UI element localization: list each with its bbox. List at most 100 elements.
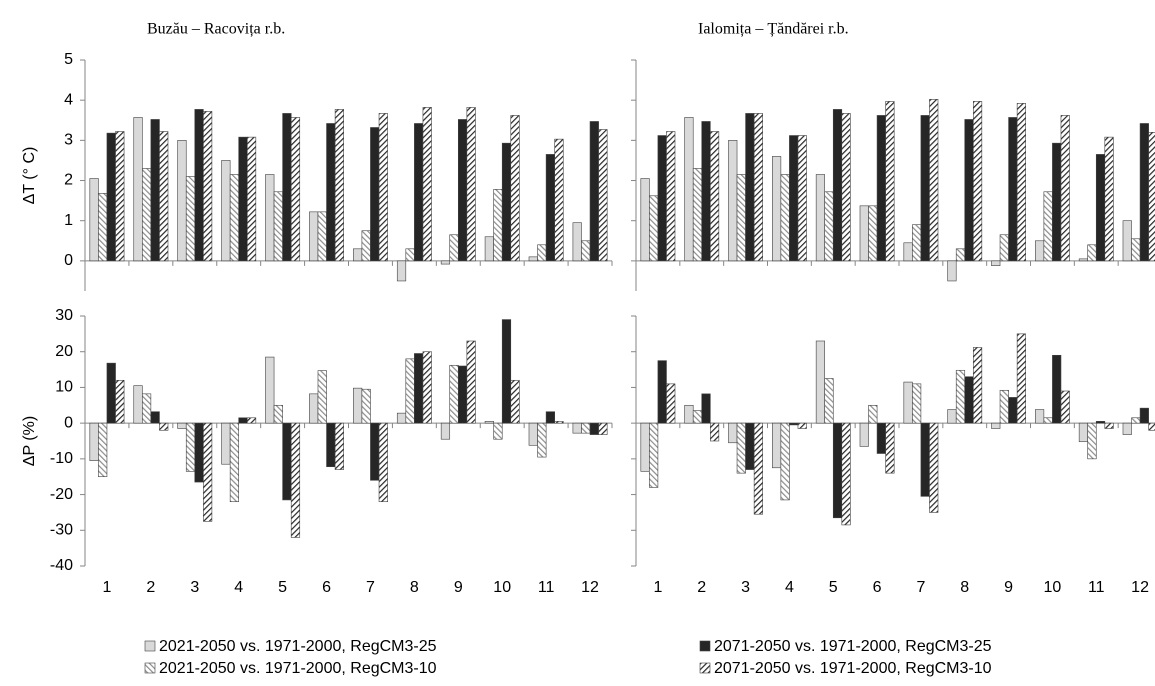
bar — [1052, 142, 1062, 262]
bar — [991, 422, 1001, 429]
bar — [1139, 123, 1149, 262]
y-tick-label: -20 — [50, 486, 73, 503]
x-tick-label: 9 — [1004, 579, 1013, 596]
bar — [1131, 238, 1141, 262]
bar — [753, 422, 763, 515]
bar — [510, 115, 520, 262]
bar — [1008, 397, 1018, 424]
bar — [282, 422, 292, 501]
bar — [1087, 244, 1097, 262]
bar — [1095, 421, 1106, 424]
bar — [133, 385, 143, 424]
bar — [106, 362, 116, 424]
bar — [282, 113, 292, 262]
bar — [545, 154, 555, 262]
x-tick-label: 4 — [234, 579, 243, 596]
bar — [1035, 240, 1045, 262]
bar — [728, 140, 738, 262]
bar — [290, 422, 301, 538]
y-tick-label: 5 — [64, 51, 73, 68]
bar — [692, 410, 703, 424]
bar — [326, 422, 336, 468]
x-tick-label: 2 — [146, 579, 155, 596]
bar — [554, 421, 564, 424]
bar — [317, 211, 327, 262]
bar — [1016, 103, 1026, 262]
bar — [1095, 154, 1106, 262]
bar — [1078, 422, 1089, 443]
bar — [440, 260, 451, 265]
bar — [824, 191, 834, 262]
bar — [903, 242, 913, 262]
bar — [326, 123, 336, 262]
bar — [106, 132, 116, 262]
bar — [991, 260, 1001, 266]
bar — [98, 422, 108, 478]
x-tick-label: 1 — [103, 579, 112, 596]
bar — [581, 240, 591, 262]
bar — [824, 378, 834, 424]
bar — [868, 205, 878, 262]
bar — [572, 222, 582, 262]
bar — [493, 422, 503, 440]
bar — [709, 422, 720, 442]
x-tick-label: 6 — [322, 579, 331, 596]
x-tick-label: 10 — [1044, 579, 1062, 596]
y-tick-label: -30 — [50, 522, 73, 539]
bar — [589, 121, 599, 262]
bar — [868, 404, 878, 424]
bar — [1148, 132, 1155, 262]
bar — [466, 340, 476, 424]
bar — [185, 176, 196, 262]
bar — [640, 422, 650, 472]
bar — [841, 422, 851, 526]
x-tick-label: 12 — [1131, 579, 1149, 596]
bar — [449, 234, 459, 262]
bar — [405, 358, 415, 424]
bar — [142, 393, 152, 424]
bar — [1043, 417, 1053, 424]
bar — [378, 422, 388, 503]
bar — [912, 383, 922, 424]
bar — [859, 422, 869, 447]
bar — [554, 138, 564, 262]
bar — [657, 135, 667, 262]
bar — [203, 111, 213, 262]
bar — [528, 256, 538, 262]
bar — [405, 248, 415, 262]
y-tick-label: 4 — [64, 91, 73, 108]
bar — [929, 422, 939, 513]
bar — [841, 113, 851, 262]
bar — [1104, 422, 1114, 429]
bar — [666, 131, 676, 262]
bar — [177, 140, 187, 262]
x-tick-label: 6 — [873, 579, 882, 596]
bar — [265, 174, 275, 262]
panel-title: Buzău – Racovița r.b. — [147, 21, 285, 38]
bar — [98, 193, 108, 262]
bar — [265, 356, 275, 424]
bar — [581, 422, 591, 434]
bar — [370, 127, 380, 262]
bar — [537, 422, 547, 458]
bar — [684, 404, 694, 424]
bar — [115, 379, 125, 424]
bar — [709, 131, 720, 262]
bar — [589, 422, 599, 435]
bar — [484, 236, 494, 262]
bar — [964, 376, 974, 424]
x-tick-label: 4 — [785, 579, 794, 596]
bar — [657, 360, 667, 424]
x-tick-label: 5 — [278, 579, 287, 596]
x-tick-label: 12 — [581, 579, 599, 596]
bar — [229, 422, 240, 503]
bar — [780, 174, 790, 262]
bar — [309, 211, 319, 262]
bar — [501, 142, 512, 262]
y-tick-label: 0 — [64, 414, 73, 431]
bar — [150, 119, 160, 262]
bar — [142, 168, 152, 262]
bar — [876, 115, 886, 262]
bar — [728, 422, 738, 444]
